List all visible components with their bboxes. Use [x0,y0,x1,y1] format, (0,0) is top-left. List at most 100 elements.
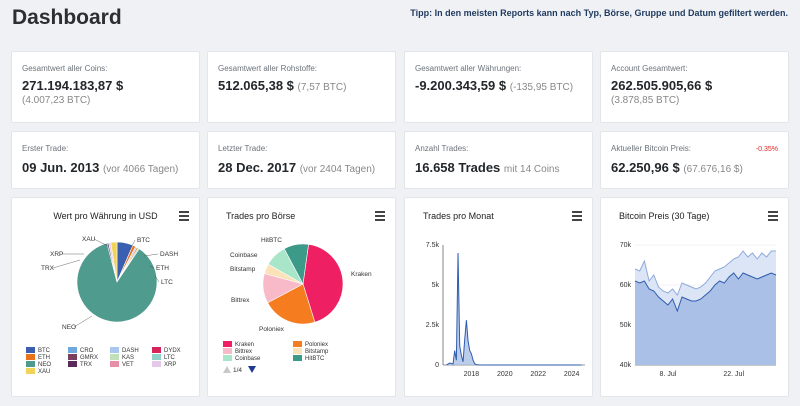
legend-item-hitbtc[interactable]: HitBTC [305,356,325,362]
legend-item-btc[interactable]: BTC [38,348,51,354]
legend-swatch-xau [26,368,35,374]
kpi-label: Gesamtwert aller Rohstoffe: [218,64,318,73]
legend-swatch-bittrex [223,348,232,354]
exchange-pie-slice-kraken[interactable] [302,244,344,323]
y-tick-label: 40k [620,362,632,369]
kpi-label: Erster Trade: [22,144,69,153]
legend-item-xrp[interactable]: XRP [164,362,176,368]
legend-item-kas[interactable]: KAS [122,355,134,361]
legend-item-xau[interactable]: XAU [38,369,50,375]
kpi-sub: (vor 2404 Tagen) [299,164,376,175]
legend-swatch-kas [110,354,119,360]
legend-swatch-dydx [152,347,161,353]
tip-text: Tipp: In den meisten Reports kann nach T… [410,8,788,18]
pie-label-eth: ETH [156,265,169,272]
trades-area [446,253,582,365]
legend-swatch-kraken [223,341,232,347]
pie-label-xau: XAU [82,236,96,243]
kpi-sub: (3.878,85 BTC) [611,95,680,106]
kpi-sub: (67.676,16 $) [683,164,743,175]
chart-card-bitcoin-price: Bitcoin Preis (30 Tage) 40k 50k 60k 70k 8. J… [600,197,789,397]
pie-leader-line [93,238,109,247]
pie-label-bittrex: Bittrex [231,297,250,304]
kpi-value-line: 16.658 Trades mit 14 Coins [415,160,560,175]
pager-next-icon[interactable] [248,366,256,373]
legend-swatch-bitstamp [293,348,302,354]
kpi-value: 16.658 Trades [415,160,501,175]
pie-label-ltc: LTC [161,279,173,286]
pie-label-hitbtc: HitBTC [261,237,282,244]
kpi-label: Anzahl Trades: [415,144,469,153]
legend-swatch-cro [68,347,77,353]
legend-item-neo[interactable]: NEO [38,362,51,368]
pie-leader-line [52,259,81,269]
chart-title: Bitcoin Preis (30 Tage) [619,211,710,221]
pie-label-poloniex: Poloniex [259,326,285,333]
pie-leader-line [73,315,93,328]
legend-item-kraken[interactable]: Kraken [235,342,254,348]
kpi-value-line: 512.065,38 $ (7,57 BTC) [218,78,346,93]
kpi-value: 28 Dec. 2017 [218,160,297,175]
legend-item-trx[interactable]: TRX [80,362,92,368]
bitcoin-price-chart: 40k 50k 60k 70k 8. Jul 22. Jul [620,242,777,378]
pie-label-xrp: XRP [50,251,63,258]
legend-item-bitstamp[interactable]: Bitstamp [305,349,329,355]
trades-line [446,252,582,366]
legend-swatch-vet [110,361,119,367]
legend-item-poloniex[interactable]: Poloniex [305,342,328,348]
kpi-label: Account Gesamtwert: [611,64,688,73]
legend-item-coinbase[interactable]: Coinbase [235,356,261,362]
kpi-card-currencies: Gesamtwert aller Währungen: -9.200.343,5… [404,51,593,123]
legend-swatch-gmrx [68,354,77,360]
legend-item-dash[interactable]: DASH [122,348,139,354]
kpi-card-first-trade: Erster Trade: 09 Jun. 2013 (vor 4066 Tag… [11,131,200,189]
currency-pie-slice-neo[interactable] [76,242,158,323]
chart-menu-icon[interactable] [179,211,189,221]
pie-leader-line [149,265,155,269]
kpi-sub: (7,57 BTC) [297,82,347,93]
y-tick-label: 5k [432,282,440,289]
price-area-low [635,273,776,365]
pie-label-btc: BTC [137,237,150,244]
legend-swatch-xrp [152,361,161,367]
pie-label-coinbase: Coinbase [230,252,258,259]
legend-item-dydx[interactable]: DYDX [164,348,181,354]
kpi-label: Gesamtwert aller Währungen: [415,64,522,73]
legend-item-vet[interactable]: VET [122,362,134,368]
pie-label-bitstamp: Bitstamp [230,266,256,273]
trades-area-chart: 0 2.5k 5k 7.5k 2018 2020 2022 2024 [426,242,585,378]
chart-menu-icon[interactable] [375,211,385,221]
legend-item-eth[interactable]: ETH [38,355,50,361]
currency-pie-slice-xau[interactable] [110,241,118,283]
y-tick-label: 60k [620,282,632,289]
kpi-card-last-trade: Letzter Trade: 28 Dec. 2017 (vor 2404 Ta… [207,131,396,189]
x-tick-label: 2024 [564,371,580,378]
y-tick-label: 70k [620,242,632,249]
legend-swatch-btc [26,347,35,353]
kpi-value-line: 09 Jun. 2013 (vor 4066 Tagen) [22,160,178,175]
x-tick-label: 2018 [464,371,480,378]
chart-menu-icon[interactable] [572,211,582,221]
chart-title: Trades pro Monat [423,211,494,221]
legend-item-bittrex[interactable]: Bittrex [235,349,252,355]
y-tick-label: 2.5k [426,322,440,329]
kpi-card-bitcoin-price: Aktueller Bitcoin Preis: -0.35% 62.250,9… [600,131,789,189]
chart-title: Wert pro Währung in USD [53,211,158,221]
legend-item-cro[interactable]: CRO [80,348,94,354]
kpi-value: 512.065,38 $ [218,78,294,93]
legend-item-ltc[interactable]: LTC [164,355,176,361]
kpi-value-line: 62.250,96 $ (67.676,16 $) [611,160,743,175]
pager-prev-icon[interactable] [223,366,231,373]
kpi-card-trade-count: Anzahl Trades: 16.658 Trades mit 14 Coin… [404,131,593,189]
kpi-sub: (4.007,23 BTC) [22,95,91,106]
pie-label-kraken: Kraken [351,271,372,278]
kpi-value-line: -9.200.343,59 $ (-135,95 BTC) [415,78,573,93]
chart-menu-icon[interactable] [768,211,778,221]
legend-item-gmrx[interactable]: GMRX [80,355,98,361]
pie-label-dash: DASH [160,251,178,258]
kpi-sub: mit 14 Coins [503,164,560,175]
x-tick-label: 2020 [497,371,513,378]
exchange-pie-slice-hitbtc[interactable] [283,243,309,285]
exchange-pie-slice-poloniex[interactable] [267,283,316,325]
exchange-pie-chart: Kraken Poloniex Bittrex Bitstamp Coinbase Hit… [223,237,372,374]
